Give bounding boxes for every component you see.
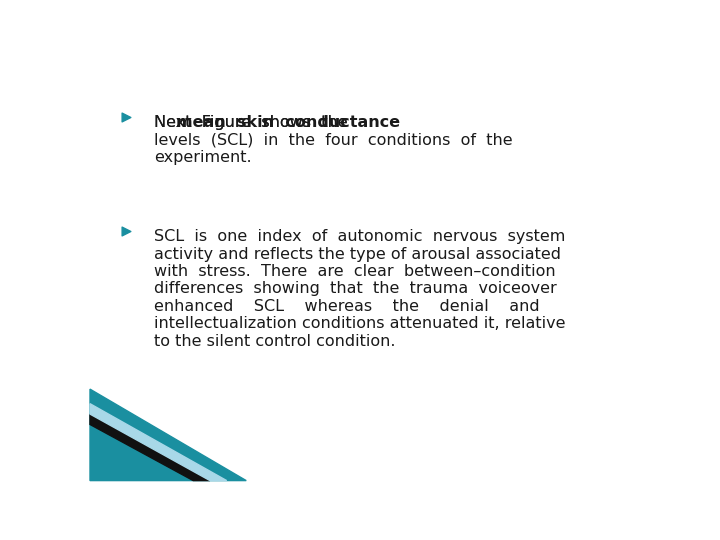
Text: SCL  is  one  index  of  autonomic  nervous  system: SCL is one index of autonomic nervous sy… [154,229,565,244]
Text: mean  skin  conductance: mean skin conductance [176,114,400,130]
Text: to the silent control condition.: to the silent control condition. [154,334,396,349]
Text: intellectualization conditions attenuated it, relative: intellectualization conditions attenuate… [154,316,566,332]
Polygon shape [90,414,210,481]
Text: differences  showing  that  the  trauma  voiceover: differences showing that the trauma voic… [154,281,557,296]
Text: activity and reflects the type of arousal associated: activity and reflects the type of arousa… [154,246,561,261]
Text: Next  Figure  shows  the: Next Figure shows the [154,114,358,130]
Text: Next  Figure  shows  the: Next Figure shows the [154,114,358,130]
Text: Next  Figure  shows  the: Next Figure shows the [0,539,1,540]
Text: with  stress.  There  are  clear  between–condition: with stress. There are clear between–con… [154,264,556,279]
Text: enhanced    SCL    whereas    the    denial    and: enhanced SCL whereas the denial and [154,299,540,314]
Text: experiment.: experiment. [154,150,252,165]
Polygon shape [90,404,227,481]
Text: levels  (SCL)  in  the  four  conditions  of  the: levels (SCL) in the four conditions of t… [154,132,513,147]
Polygon shape [90,389,246,481]
